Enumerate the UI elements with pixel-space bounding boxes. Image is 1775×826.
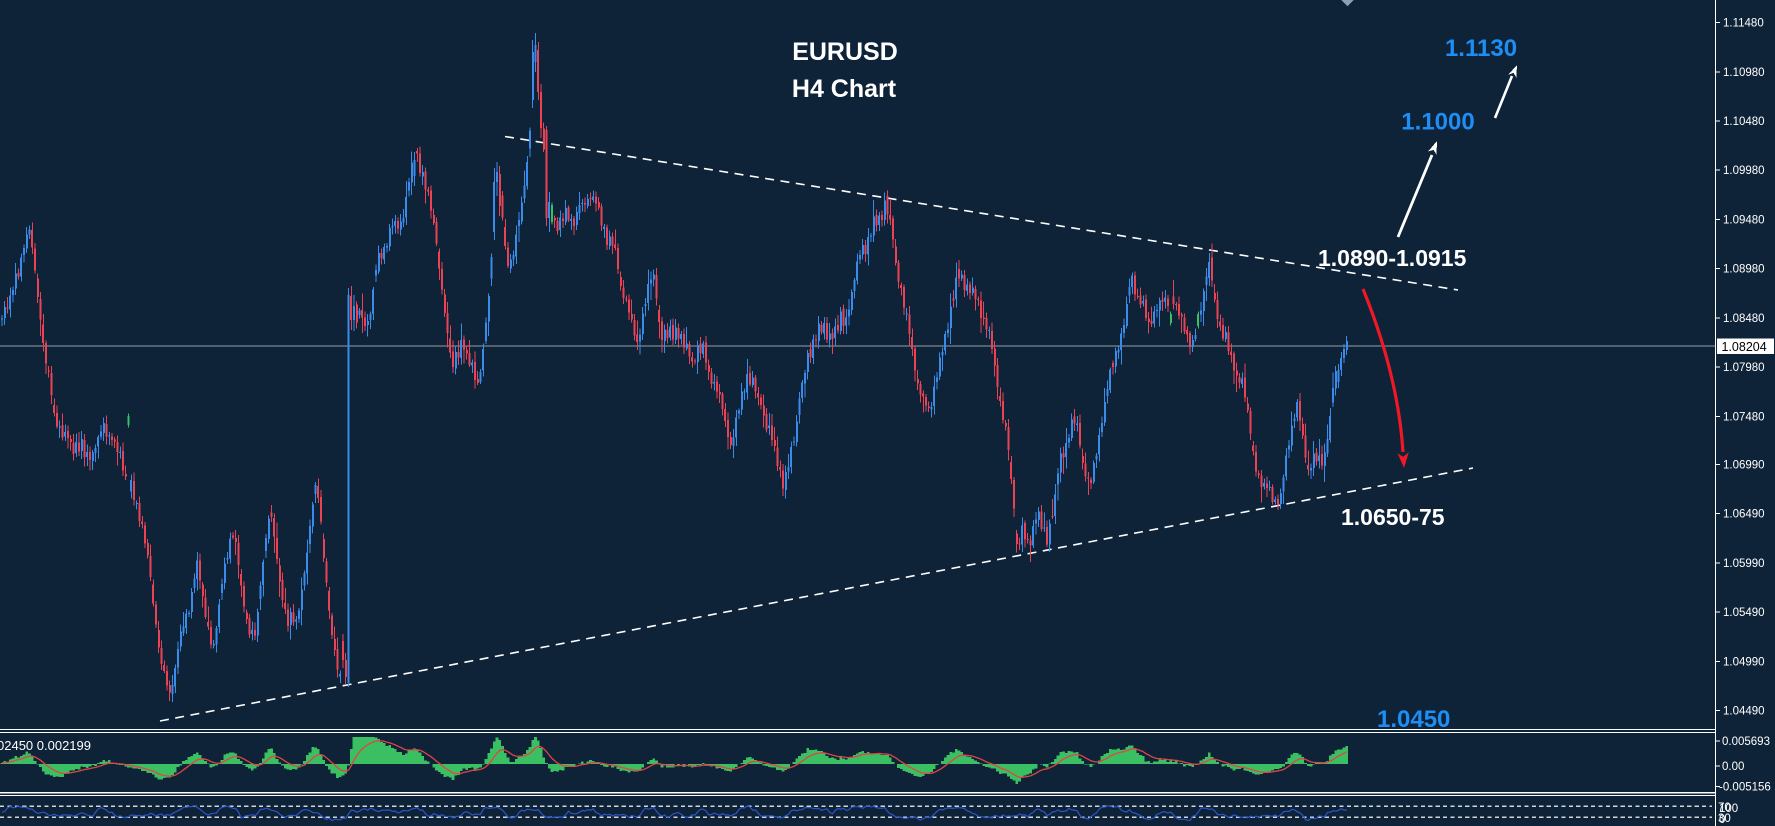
svg-text:1.08480: 1.08480 xyxy=(1723,313,1765,325)
svg-text:1.04990: 1.04990 xyxy=(1723,656,1765,668)
svg-text:1.08980: 1.08980 xyxy=(1723,264,1765,276)
svg-text:1.05490: 1.05490 xyxy=(1723,607,1765,619)
svg-text:1.09980: 1.09980 xyxy=(1723,165,1765,177)
svg-text:1.09480: 1.09480 xyxy=(1723,214,1765,226)
svg-text:1.0450: 1.0450 xyxy=(1377,706,1450,733)
svg-text:1.07980: 1.07980 xyxy=(1723,362,1765,374)
svg-text:1.06990: 1.06990 xyxy=(1723,460,1765,472)
svg-text:1.07480: 1.07480 xyxy=(1723,411,1765,423)
svg-text:1.10980: 1.10980 xyxy=(1723,67,1765,79)
svg-text:0: 0 xyxy=(1719,814,1725,826)
svg-text:1.04490: 1.04490 xyxy=(1723,706,1765,718)
svg-text:1.08204: 1.08204 xyxy=(1722,340,1767,354)
svg-text:30: 30 xyxy=(1718,813,1731,825)
svg-text:H4 Chart: H4 Chart xyxy=(792,75,897,103)
svg-text:1.06490: 1.06490 xyxy=(1723,509,1765,521)
svg-text:02450 0.002199: 02450 0.002199 xyxy=(0,738,91,753)
svg-text:0.005693: 0.005693 xyxy=(1722,736,1770,748)
svg-text:1.1000: 1.1000 xyxy=(1401,109,1474,136)
svg-text:0.00: 0.00 xyxy=(1722,761,1744,773)
svg-text:1.1130: 1.1130 xyxy=(1445,35,1517,62)
svg-text:100: 100 xyxy=(1719,803,1738,815)
svg-text:1.05990: 1.05990 xyxy=(1723,558,1765,570)
svg-text:70: 70 xyxy=(1718,802,1731,814)
svg-text:1.0650-75: 1.0650-75 xyxy=(1341,504,1445,530)
svg-text:1.11480: 1.11480 xyxy=(1723,18,1764,30)
svg-text:EURUSD: EURUSD xyxy=(792,38,898,66)
svg-text:1.0890-1.0915: 1.0890-1.0915 xyxy=(1318,245,1467,271)
svg-text:-0.005156: -0.005156 xyxy=(1719,782,1771,794)
svg-text:1.10480: 1.10480 xyxy=(1723,116,1765,128)
